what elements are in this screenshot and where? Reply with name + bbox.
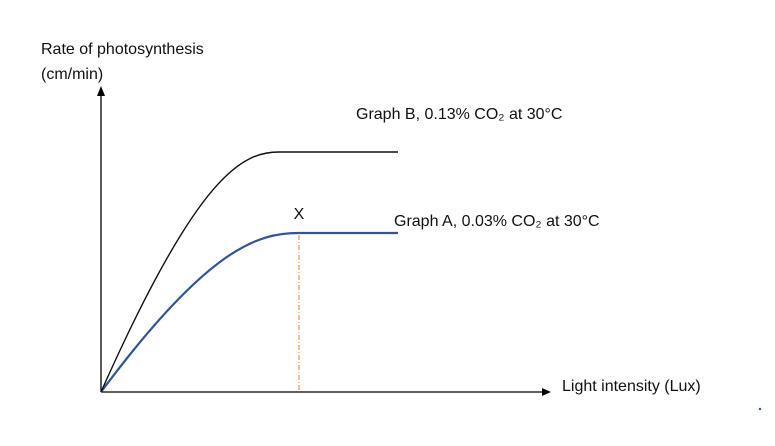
series-a-label: Graph A, 0.03% CO₂ at 30°C [394, 213, 600, 230]
stray-dot [758, 407, 762, 411]
axes-layer [97, 86, 551, 396]
y-axis-label-line2: (cm/min) [41, 66, 103, 83]
annotation-x-label: X [294, 206, 305, 223]
series-b-label: Graph B, 0.13% CO₂ at 30°C [356, 106, 562, 123]
labels-layer: Graph A, 0.03% CO₂ at 30°C Graph B, 0.13%… [294, 106, 600, 230]
marks-layer [100, 151, 398, 393]
x-axis-arrowhead [542, 388, 551, 396]
series-a-line [100, 231, 398, 393]
y-axis-arrowhead [97, 86, 105, 96]
y-axis-label-line1: Rate of photosynthesis [41, 41, 204, 58]
series-b-line [100, 151, 398, 393]
x-axis-label: Light intensity (Lux) [562, 378, 701, 395]
